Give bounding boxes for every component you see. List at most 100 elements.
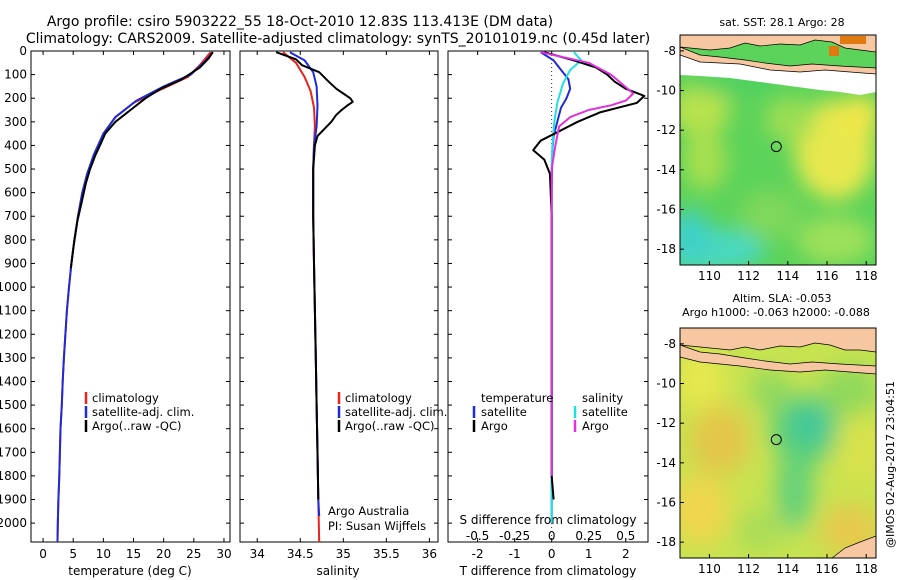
map-x-tick-label: 114 xyxy=(776,562,799,576)
title-line-1: Argo profile: csiro 5903222_55 18-Oct-20… xyxy=(47,14,553,30)
series-line-s-satellite xyxy=(550,51,583,524)
salinity-x-axis: 34 34.5 35 35.5 36 xyxy=(250,51,437,561)
x-tick-label: 30 xyxy=(216,547,231,561)
map-x-tick-label: 112 xyxy=(737,562,760,576)
sla-map-frame xyxy=(679,327,877,559)
map-y-tick-label: -18 xyxy=(656,535,676,549)
map-x-tick-label: 118 xyxy=(855,562,878,576)
x-tick-label: 5 xyxy=(69,547,77,561)
series-line-t-argo xyxy=(532,51,646,500)
difference-x-label: T difference from climatology xyxy=(459,564,637,578)
temperature-x-axis: 0 5 10 15 20 25 30 xyxy=(39,51,232,561)
legend-label-climatology: climatology xyxy=(92,391,159,405)
sst-map-axes: 110 112 114 116 118 -8 -10 -12 -14 -16 -18 xyxy=(656,44,877,283)
sst-map-frame xyxy=(679,34,877,266)
depth-tick-label: 1300 xyxy=(0,351,27,365)
map-x-tick-label: 116 xyxy=(816,562,839,576)
x-tick-label: 10 xyxy=(96,547,111,561)
map-x-tick-label: 116 xyxy=(816,269,839,283)
series-line-s-argo xyxy=(540,51,635,476)
map-x-tick-label: 110 xyxy=(698,269,721,283)
series-line-argo xyxy=(69,51,214,269)
map-y-tick-label: -16 xyxy=(656,495,676,509)
map-y-tick-label: -10 xyxy=(656,377,676,391)
sla-map xyxy=(680,328,876,558)
legend-label-s-argo: Argo xyxy=(582,419,609,433)
temperature-series xyxy=(56,51,214,543)
difference-legend: temperature satellite Argo salinity sate… xyxy=(472,391,628,433)
legend-label-satellite: satellite-adj. clim. xyxy=(92,405,194,419)
depth-tick-label: 100 xyxy=(4,68,27,82)
depth-tick-label: 600 xyxy=(4,186,27,200)
s-diff-tick-label: -0.5 xyxy=(466,529,489,543)
depth-tick-label: 900 xyxy=(4,256,27,270)
difference-x-axis: -2 -1 0 1 2-0.5 -0.25 0 0.25 0.5 xyxy=(466,51,635,561)
x-tick-label: 35.5 xyxy=(373,547,400,561)
depth-tick-label: 500 xyxy=(4,162,27,176)
map-y-tick-label: -16 xyxy=(656,202,676,216)
difference-series xyxy=(532,51,646,524)
sst-map-title: sat. SST: 28.1 Argo: 28 xyxy=(719,16,844,29)
x-tick-label: 35 xyxy=(336,547,351,561)
x-tick-label: 0 xyxy=(548,547,556,561)
map-x-tick-label: 114 xyxy=(776,269,799,283)
depth-tick-label: 300 xyxy=(4,115,27,129)
depth-tick-label: 200 xyxy=(4,91,27,105)
salinity-series xyxy=(275,51,354,543)
map-x-tick-label: 112 xyxy=(737,269,760,283)
x-tick-label: 34.5 xyxy=(287,547,314,561)
depth-tick-label: 800 xyxy=(4,233,27,247)
argo-location-marker xyxy=(770,141,782,153)
depth-tick-label: 1400 xyxy=(0,374,27,388)
depth-tick-label: 1700 xyxy=(0,445,27,459)
x-tick-label: -1 xyxy=(509,547,521,561)
map-y-tick-label: -18 xyxy=(656,242,676,256)
legend-label-satellite: satellite-adj. clim. xyxy=(345,405,447,419)
legend-label-argo: Argo(..raw -QC) xyxy=(92,419,182,433)
legend-label-t-argo: Argo xyxy=(481,419,508,433)
x-tick-label: 34 xyxy=(250,547,265,561)
x-tick-label: 15 xyxy=(126,547,141,561)
depth-tick-label: 1600 xyxy=(0,422,27,436)
sst-map xyxy=(680,35,876,265)
salinity-x-label: salinity xyxy=(316,564,359,578)
s-diff-tick-label: 0.25 xyxy=(575,529,602,543)
legend-label-t-satellite: satellite xyxy=(481,405,527,419)
map-y-tick-label: -12 xyxy=(656,123,676,137)
sst-orange-patch xyxy=(829,46,839,56)
map-y-tick-label: -12 xyxy=(656,416,676,430)
map-y-tick-label: -8 xyxy=(664,44,676,58)
depth-tick-label: 2000 xyxy=(0,516,27,530)
x-tick-label: 0 xyxy=(39,547,47,561)
x-tick-label: 25 xyxy=(186,547,201,561)
temperature-legend: climatology satellite-adj. clim. Argo(..… xyxy=(84,391,194,433)
map-x-tick-label: 110 xyxy=(698,562,721,576)
depth-tick-label: 1200 xyxy=(0,327,27,341)
temperature-x-label: temperature (deg C) xyxy=(68,564,191,578)
s-diff-tick-label: 0.5 xyxy=(616,529,635,543)
s-diff-tick-label: -0.25 xyxy=(499,529,530,543)
map-x-tick-label: 118 xyxy=(855,269,878,283)
x-tick-label: 20 xyxy=(156,547,171,561)
title-line-2: Climatology: CARS2009. Satellite-adjuste… xyxy=(26,31,650,47)
salinity-panel xyxy=(239,50,439,543)
legend-label-climatology: climatology xyxy=(345,391,412,405)
map-y-tick-label: -14 xyxy=(656,456,676,470)
x-tick-label: 36 xyxy=(422,547,437,561)
series-line-satellite xyxy=(56,51,214,543)
depth-tick-label: 700 xyxy=(4,209,27,223)
s-difference-axis-label: S difference from climatology xyxy=(460,513,637,527)
argo-location-marker xyxy=(770,434,782,446)
depth-axis: 0 100 200 300 400 500 600 700 800 900 1000 1100 1200… xyxy=(0,44,648,530)
sla-map-axes: 110 112 114 116 118 -8 -10 -12 -14 -16 -18 xyxy=(656,337,877,576)
difference-panel xyxy=(447,50,649,543)
credit-pi: PI: Susan Wijffels xyxy=(328,519,426,533)
depth-tick-label: 0 xyxy=(19,44,27,58)
legend-label-argo: Argo(..raw -QC) xyxy=(345,419,435,433)
sst-orange-patch-2 xyxy=(840,36,866,44)
series-line-t-satellite xyxy=(540,51,572,524)
credit-argo-australia: Argo Australia xyxy=(328,504,409,518)
map-y-tick-label: -8 xyxy=(664,337,676,351)
legend-label-s-satellite: satellite xyxy=(582,405,628,419)
